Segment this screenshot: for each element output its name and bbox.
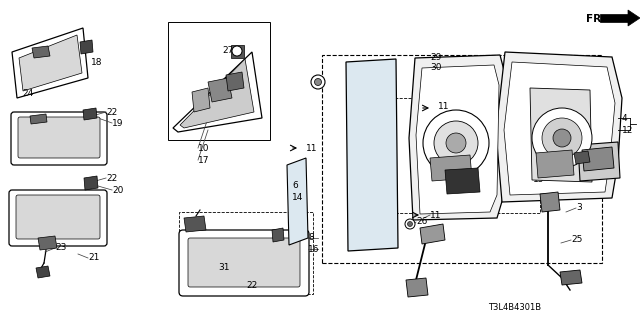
Text: 6: 6: [292, 180, 298, 189]
Polygon shape: [19, 35, 82, 91]
Polygon shape: [84, 176, 98, 190]
Text: 7: 7: [533, 164, 539, 172]
FancyBboxPatch shape: [179, 230, 309, 296]
Polygon shape: [184, 216, 206, 232]
Polygon shape: [173, 52, 262, 132]
Polygon shape: [406, 278, 428, 297]
Text: 29: 29: [430, 52, 442, 61]
Polygon shape: [530, 88, 592, 182]
Text: 18: 18: [91, 58, 102, 67]
Polygon shape: [80, 40, 93, 54]
Polygon shape: [208, 78, 232, 102]
Text: 32: 32: [192, 218, 204, 227]
Text: 27: 27: [222, 45, 234, 54]
Polygon shape: [628, 10, 640, 26]
Polygon shape: [582, 147, 614, 171]
Polygon shape: [32, 46, 50, 58]
Polygon shape: [287, 158, 308, 245]
Polygon shape: [504, 62, 615, 195]
Text: 22: 22: [106, 108, 117, 116]
Text: 31: 31: [218, 263, 230, 273]
Circle shape: [408, 221, 413, 227]
Bar: [322, 55, 602, 263]
Polygon shape: [226, 72, 244, 91]
Polygon shape: [540, 192, 560, 212]
Circle shape: [434, 121, 478, 165]
Polygon shape: [231, 45, 244, 58]
Text: 10: 10: [198, 143, 209, 153]
Text: 22: 22: [106, 173, 117, 182]
Text: 25: 25: [571, 236, 582, 244]
Text: 2: 2: [598, 171, 604, 180]
Text: 14: 14: [292, 193, 303, 202]
Circle shape: [532, 108, 592, 168]
Circle shape: [311, 75, 325, 89]
Polygon shape: [600, 14, 630, 22]
Circle shape: [405, 219, 415, 229]
Text: 12: 12: [622, 125, 634, 134]
Circle shape: [314, 78, 321, 85]
Polygon shape: [36, 266, 50, 278]
Polygon shape: [536, 150, 574, 178]
Polygon shape: [346, 59, 398, 251]
Polygon shape: [272, 228, 284, 242]
Polygon shape: [192, 88, 210, 112]
Polygon shape: [409, 55, 506, 220]
Polygon shape: [420, 224, 445, 244]
Bar: [168, 22, 270, 140]
Polygon shape: [560, 270, 582, 285]
Bar: [179, 212, 313, 294]
Polygon shape: [38, 236, 57, 250]
Text: 11: 11: [438, 101, 449, 110]
Polygon shape: [578, 142, 620, 181]
Polygon shape: [574, 151, 590, 164]
Text: 23: 23: [55, 244, 67, 252]
Text: 5: 5: [461, 172, 467, 181]
Bar: [382, 98, 540, 213]
Text: 28: 28: [314, 77, 325, 86]
Text: 19: 19: [112, 118, 124, 127]
Text: 26: 26: [416, 218, 428, 227]
Text: T3L4B4301B: T3L4B4301B: [488, 303, 541, 313]
FancyBboxPatch shape: [18, 117, 100, 158]
Text: 8: 8: [308, 234, 314, 243]
Text: 11: 11: [306, 143, 317, 153]
Circle shape: [232, 46, 242, 56]
Text: 4: 4: [622, 114, 628, 123]
Text: 24: 24: [22, 89, 33, 98]
Polygon shape: [83, 108, 97, 120]
Text: 3: 3: [576, 204, 582, 212]
Circle shape: [542, 118, 582, 158]
Polygon shape: [430, 155, 472, 181]
Text: 30: 30: [430, 62, 442, 71]
Text: 1: 1: [589, 158, 595, 167]
Polygon shape: [416, 65, 499, 214]
Text: 20: 20: [112, 186, 124, 195]
FancyBboxPatch shape: [188, 238, 300, 287]
Polygon shape: [180, 59, 254, 128]
Circle shape: [446, 133, 466, 153]
Text: 17: 17: [198, 156, 209, 164]
FancyBboxPatch shape: [9, 190, 107, 246]
Text: 16: 16: [308, 244, 319, 253]
FancyBboxPatch shape: [16, 195, 100, 239]
Text: 22: 22: [246, 281, 257, 290]
Polygon shape: [445, 168, 480, 194]
Polygon shape: [30, 114, 47, 124]
Text: 11: 11: [430, 211, 442, 220]
Text: 15: 15: [533, 174, 545, 183]
FancyBboxPatch shape: [11, 112, 107, 165]
Circle shape: [423, 110, 489, 176]
Circle shape: [553, 129, 571, 147]
Text: 9: 9: [447, 125, 452, 134]
Text: 21: 21: [88, 253, 99, 262]
Polygon shape: [12, 28, 88, 98]
Polygon shape: [496, 52, 622, 202]
Text: FR.: FR.: [586, 14, 605, 24]
Text: 13: 13: [460, 185, 472, 194]
